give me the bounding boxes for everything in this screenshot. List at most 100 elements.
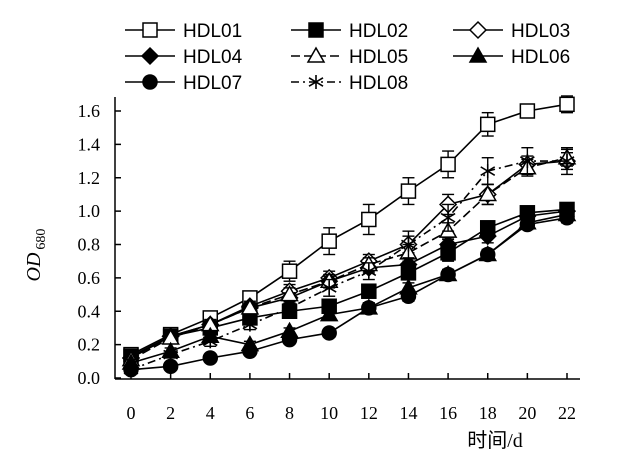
data-point	[361, 264, 377, 279]
series-hdl04	[121, 202, 577, 368]
data-point	[479, 246, 496, 263]
y-tick-label: 1.6	[78, 101, 101, 121]
data-point	[401, 237, 416, 252]
legend-marker	[306, 46, 326, 63]
legend-item-hdl08: HDL08	[291, 73, 408, 94]
data-point	[321, 233, 337, 249]
data-point	[361, 211, 377, 228]
legend-item-hdl07: HDL07	[125, 73, 242, 94]
axes: 0.0 0.2 0.4 0.6 0.8 1.0 1.2 1.4 1.6 0 2 4 6 8 10 12 14 1…	[23, 97, 580, 452]
legend-marker	[142, 22, 158, 38]
series-line	[130, 208, 568, 358]
data-point	[559, 154, 575, 169]
x-tick-label: 6	[245, 403, 254, 423]
data-point	[559, 210, 575, 226]
data-point	[202, 350, 219, 366]
legend-item-hdl06: HDL06	[453, 46, 570, 68]
data-point	[440, 210, 456, 225]
y-tick-label: 0.2	[78, 335, 101, 355]
y-tick-label: 1.4	[78, 134, 101, 154]
series-line	[130, 156, 568, 361]
x-ticks: 0 2 4 6 8 10 12 14 16 18 20 22	[127, 373, 576, 423]
x-tick-label: 22	[558, 403, 576, 423]
x-tick-label: 12	[360, 403, 378, 423]
legend: HDL01 HDL02 HDL03 HDL04 HDL05 HDL06 HDL07 HDL08	[125, 20, 570, 94]
series-line	[130, 160, 567, 371]
x-tick-label: 18	[479, 403, 497, 423]
legend-label: HDL02	[349, 21, 408, 42]
data-point	[439, 235, 458, 254]
y-axis-title-subscript: 680	[34, 229, 49, 250]
x-tick-label: 20	[518, 403, 536, 423]
data-point	[281, 263, 298, 279]
plot-area	[121, 95, 577, 378]
y-tick-label: 0.0	[78, 368, 101, 388]
series-line	[130, 210, 568, 359]
y-tick-label: 0.8	[78, 235, 101, 255]
legend-marker	[468, 20, 488, 40]
legend-label: HDL06	[511, 47, 570, 68]
data-point	[559, 96, 575, 113]
data-point	[281, 331, 298, 348]
data-point	[240, 298, 260, 315]
legend-item-hdl05: HDL05	[291, 46, 408, 68]
legend-label: HDL04	[183, 47, 243, 68]
x-tick-label: 10	[320, 403, 338, 423]
legend-item-hdl02: HDL02	[291, 21, 408, 42]
x-axis-title: 时间/d	[467, 429, 523, 452]
data-point	[361, 300, 377, 316]
data-point	[480, 164, 496, 179]
series-line	[130, 217, 568, 371]
x-tick-label: 14	[399, 403, 417, 423]
x-tick-label: 16	[439, 403, 457, 423]
legend-label: HDL07	[183, 73, 242, 94]
x-tick-label: 8	[285, 403, 294, 423]
legend-marker	[308, 75, 324, 89]
series-hdl01	[123, 95, 575, 363]
data-point	[321, 280, 337, 295]
data-point	[319, 305, 339, 322]
y-tick-label: 0.4	[78, 301, 101, 321]
data-point	[400, 183, 417, 199]
y-tick-label: 1.0	[78, 201, 101, 221]
legend-marker	[140, 46, 160, 66]
series-hdl08	[123, 147, 575, 377]
legend-marker	[468, 46, 488, 63]
data-point	[519, 154, 535, 169]
x-tick-label: 0	[127, 403, 136, 423]
series-line	[130, 213, 568, 364]
series-hdl07	[123, 210, 575, 378]
legend-item-hdl04: HDL04	[125, 46, 243, 68]
legend-marker	[142, 74, 158, 90]
x-tick-label: 2	[166, 403, 175, 423]
series-hdl05	[121, 148, 577, 367]
legend-label: HDL08	[349, 73, 408, 94]
data-point	[321, 325, 337, 341]
y-ticks: 0.0 0.2 0.4 0.6 0.8 1.0 1.2 1.4 1.6	[78, 101, 121, 388]
legend-item-hdl01: HDL01	[125, 21, 242, 42]
data-point	[479, 116, 496, 133]
y-axis-title: OD 680	[23, 229, 49, 282]
legend-item-hdl03: HDL03	[453, 20, 570, 42]
data-point	[440, 156, 456, 173]
legend-label: HDL05	[349, 47, 408, 68]
data-point	[519, 216, 536, 233]
y-tick-label: 0.6	[78, 268, 101, 288]
data-point	[163, 347, 179, 362]
data-point	[123, 362, 139, 377]
data-point	[478, 184, 498, 202]
data-point	[242, 317, 258, 332]
data-point	[242, 343, 258, 360]
y-axis-title-main: OD	[23, 252, 45, 281]
y-tick-label: 1.2	[78, 168, 101, 188]
x-tick-label: 4	[206, 403, 215, 423]
legend-label: HDL03	[511, 21, 570, 42]
data-point	[400, 288, 417, 304]
legend-label: HDL01	[183, 21, 242, 42]
series-hdl03	[121, 152, 577, 368]
legend-marker	[308, 22, 324, 38]
data-point	[478, 227, 497, 246]
data-point	[519, 103, 536, 119]
data-point	[282, 300, 297, 315]
